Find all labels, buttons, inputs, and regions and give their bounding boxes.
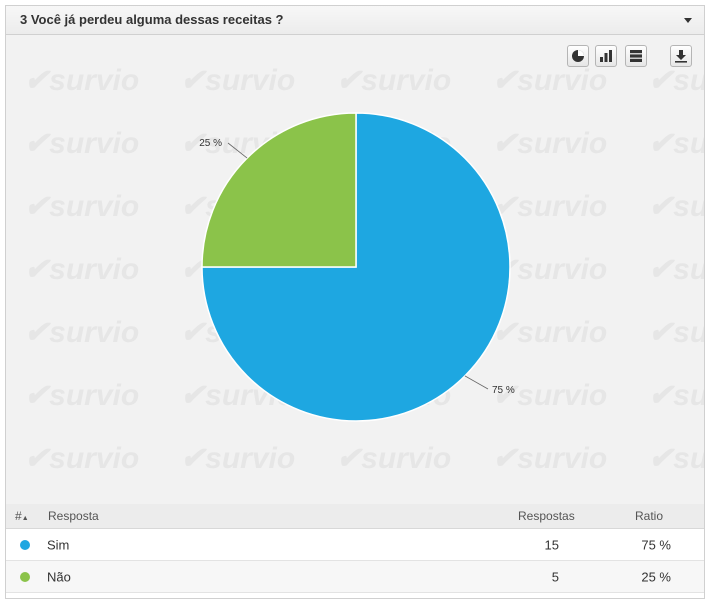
- watermark-text: ✔survio: [24, 64, 140, 97]
- question-panel: 3 Você já perdeu alguma dessas receitas …: [5, 5, 705, 599]
- watermark-text: ✔survio: [492, 64, 608, 97]
- watermark-text: ✔survio: [24, 127, 140, 160]
- watermark-text: ✔survio: [648, 316, 704, 349]
- table-row: Sim 15 75 %: [6, 529, 704, 561]
- download-button[interactable]: [670, 45, 692, 67]
- answer-count: 5: [551, 569, 559, 584]
- pie-label-connector: [464, 375, 489, 390]
- watermark-text: ✔survio: [336, 64, 452, 97]
- watermark-text: ✔survio: [24, 253, 140, 286]
- watermark-text: ✔survio: [24, 316, 140, 349]
- watermark-text: ✔survio: [24, 379, 140, 412]
- pie-slice-sim[interactable]: [201, 112, 511, 422]
- chart-area: ✔survio ✔survio ✔survio ✔survio ✔survio ✔surv…: [6, 35, 704, 504]
- watermark-text: ✔survio: [336, 442, 452, 475]
- table-header: #▲ Resposta Respostas Ratio: [6, 504, 704, 529]
- watermark-text: ✔survio: [180, 442, 296, 475]
- respostas-header: Respostas: [518, 509, 575, 523]
- answer-label: Sim: [47, 537, 70, 552]
- watermark-text: ✔survio: [24, 190, 140, 223]
- watermark-text: ✔survio: [24, 442, 140, 475]
- answer-label: Não: [47, 569, 71, 584]
- results-table: #▲ Resposta Respostas Ratio Sim 15 75 % …: [6, 504, 704, 593]
- sort-up-icon: ▲: [21, 515, 29, 522]
- pie-chart-icon: [572, 50, 584, 62]
- watermark-text: ✔survio: [648, 379, 704, 412]
- table-view-icon: [630, 50, 642, 62]
- table-view-button[interactable]: [625, 45, 647, 67]
- resposta-header: Resposta: [48, 509, 99, 523]
- pie-label-connector: [227, 142, 248, 159]
- pie-data-label: 25 %: [199, 138, 222, 149]
- watermark-text: ✔survio: [492, 442, 608, 475]
- pie-chart-button[interactable]: [567, 45, 589, 67]
- watermark-text: ✔survio: [492, 127, 608, 160]
- hash-header-label: #: [15, 509, 22, 523]
- watermark-text: ✔survio: [648, 253, 704, 286]
- download-icon: [675, 50, 687, 63]
- table-row: Não 5 25 %: [6, 561, 704, 593]
- chevron-down-icon[interactable]: [684, 18, 692, 23]
- answer-ratio: 75 %: [641, 537, 671, 552]
- watermark-text: ✔survio: [648, 190, 704, 223]
- watermark-text: ✔survio: [492, 379, 608, 412]
- pie-data-label: 75 %: [492, 385, 515, 396]
- series-color-dot: [20, 571, 30, 582]
- bar-chart-icon: [600, 50, 612, 62]
- watermark-text: ✔survio: [180, 64, 296, 97]
- series-color-dot: [20, 539, 30, 550]
- bar-chart-button[interactable]: [595, 45, 617, 67]
- pie-slice-nao[interactable]: [201, 112, 357, 268]
- watermark-text: ✔survio: [492, 190, 608, 223]
- watermark-text: ✔survio: [492, 253, 608, 286]
- watermark-text: ✔survio: [492, 316, 608, 349]
- watermark-text: ✔survio: [648, 442, 704, 475]
- ratio-header: Ratio: [635, 509, 664, 523]
- answer-ratio: 25 %: [641, 569, 671, 584]
- answer-count: 15: [544, 537, 559, 552]
- watermark-text: ✔survio: [648, 127, 704, 160]
- pie-chart: 75 % 25 %: [199, 112, 515, 422]
- watermark-text: ✔survio: [648, 64, 704, 97]
- question-header[interactable]: 3 Você já perdeu alguma dessas receitas …: [6, 6, 704, 35]
- sort-hash-header[interactable]: #▲: [15, 509, 29, 523]
- question-title: 3 Você já perdeu alguma dessas receitas …: [20, 12, 284, 27]
